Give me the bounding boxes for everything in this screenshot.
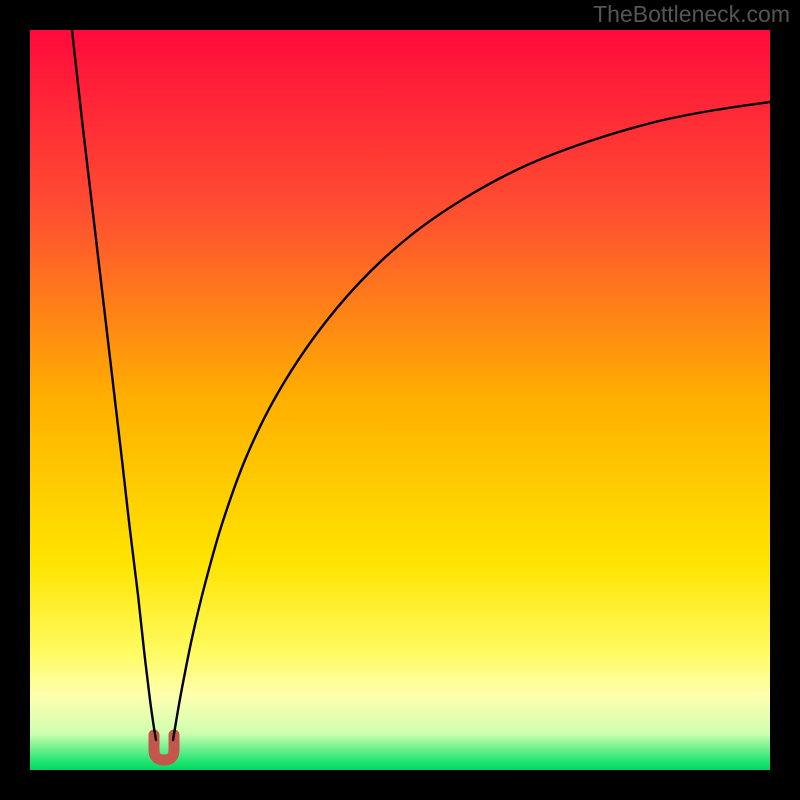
chart-plot-area	[30, 30, 770, 770]
watermark-text: TheBottleneck.com	[593, 1, 790, 27]
bottleneck-chart: TheBottleneck.com	[0, 0, 800, 800]
